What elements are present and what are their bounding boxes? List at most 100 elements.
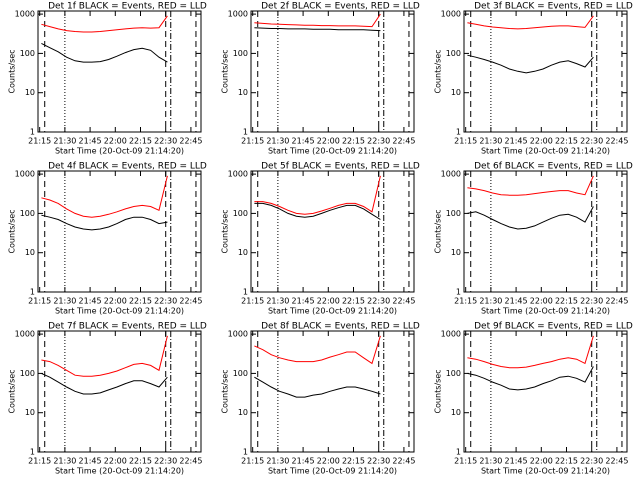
x-tick-label: 22:30	[367, 297, 390, 306]
x-tick-label: 22:45	[179, 297, 202, 306]
x-tick-label: 21:30	[53, 297, 76, 306]
series-line	[467, 206, 594, 230]
x-tick-label: 22:45	[605, 457, 628, 466]
y-tick-label: 1	[243, 128, 248, 137]
x-axis-label: Start Time (20-Oct-09 21:14:20)	[55, 147, 184, 156]
y-tick-label: 100	[233, 49, 248, 58]
panel-title: Det 4f BLACK = Events, RED = LLD	[48, 162, 207, 172]
plot-frame	[37, 170, 202, 293]
plot-frame	[463, 170, 628, 293]
x-tick-label: 22:15	[555, 457, 578, 466]
panel-title: Det 7f BLACK = Events, RED = LLD	[48, 322, 207, 332]
series-line	[254, 335, 381, 365]
plot-frame	[37, 10, 202, 133]
y-axis-label: Counts/sec	[221, 49, 230, 93]
series-line	[41, 15, 168, 33]
y-tick-label: 100	[20, 209, 35, 218]
y-tick-label: 10	[25, 88, 35, 97]
panel-title: Det 9f BLACK = Events, RED = LLD	[474, 322, 633, 332]
series-line	[41, 175, 168, 218]
x-tick-label: 22:00	[530, 297, 553, 306]
plot-frame	[250, 170, 415, 293]
x-tick-label: 21:15	[28, 297, 51, 306]
x-tick-label: 21:30	[479, 297, 502, 306]
y-axis-label: Counts/sec	[434, 369, 443, 413]
x-tick-label: 22:00	[317, 137, 340, 146]
x-tick-label: 22:00	[317, 297, 340, 306]
x-tick-label: 22:15	[342, 297, 365, 306]
x-tick-label: 21:45	[79, 457, 102, 466]
x-tick-label: 22:00	[104, 137, 127, 146]
y-tick-label: 1000	[15, 10, 35, 19]
x-tick-label: 22:30	[580, 297, 603, 306]
y-tick-label: 10	[25, 248, 35, 257]
x-tick-label: 21:30	[266, 297, 289, 306]
panel-title: Det 8f BLACK = Events, RED = LLD	[261, 322, 420, 332]
x-tick-label: 22:15	[129, 137, 152, 146]
series-line	[467, 335, 594, 369]
y-tick-label: 1000	[228, 10, 248, 19]
y-tick-label: 10	[238, 248, 248, 257]
series-line	[41, 335, 168, 377]
y-axis-label: Counts/sec	[434, 209, 443, 253]
x-tick-label: 22:30	[154, 457, 177, 466]
x-tick-label: 22:45	[179, 457, 202, 466]
x-tick-label: 21:45	[292, 137, 315, 146]
x-tick-label: 22:15	[342, 457, 365, 466]
y-axis-label: Counts/sec	[221, 209, 230, 253]
x-axis-label: Start Time (20-Oct-09 21:14:20)	[481, 467, 610, 476]
y-tick-label: 1	[30, 288, 35, 297]
series-line	[467, 54, 594, 74]
y-tick-label: 10	[238, 88, 248, 97]
x-tick-label: 22:00	[104, 297, 127, 306]
y-tick-label: 100	[20, 369, 35, 378]
panel-title: Det 6f BLACK = Events, RED = LLD	[474, 162, 633, 172]
series-line	[467, 175, 594, 196]
series-line	[467, 15, 594, 30]
x-axis-label: Start Time (20-Oct-09 21:14:20)	[55, 307, 184, 316]
y-tick-label: 1000	[441, 10, 461, 19]
x-tick-label: 22:00	[104, 457, 127, 466]
x-tick-label: 22:15	[342, 137, 365, 146]
y-axis-label: Counts/sec	[8, 369, 17, 413]
plot-frame	[463, 10, 628, 133]
panel-title: Det 3f BLACK = Events, RED = LLD	[474, 2, 633, 12]
x-tick-label: 22:30	[367, 457, 390, 466]
y-tick-label: 100	[233, 209, 248, 218]
x-tick-label: 22:00	[530, 457, 553, 466]
y-tick-label: 1	[30, 128, 35, 137]
x-axis-label: Start Time (20-Oct-09 21:14:20)	[481, 147, 610, 156]
y-tick-label: 1000	[15, 170, 35, 179]
y-axis-label: Counts/sec	[8, 209, 17, 253]
y-tick-label: 10	[451, 88, 461, 97]
x-axis-label: Start Time (20-Oct-09 21:14:20)	[268, 467, 397, 476]
x-tick-label: 21:45	[505, 297, 528, 306]
panel-title: Det 2f BLACK = Events, RED = LLD	[261, 2, 420, 12]
x-tick-label: 21:15	[241, 457, 264, 466]
x-tick-label: 22:45	[605, 297, 628, 306]
x-tick-label: 21:15	[454, 137, 477, 146]
series-line	[41, 214, 168, 231]
x-tick-label: 21:30	[479, 457, 502, 466]
x-tick-label: 22:30	[580, 137, 603, 146]
y-tick-label: 1	[30, 448, 35, 457]
x-tick-label: 21:15	[241, 297, 264, 306]
x-tick-label: 21:15	[454, 297, 477, 306]
x-tick-label: 21:45	[505, 457, 528, 466]
series-line	[254, 27, 381, 32]
x-tick-label: 21:30	[53, 457, 76, 466]
x-tick-label: 21:45	[79, 297, 102, 306]
x-tick-label: 22:15	[555, 297, 578, 306]
x-tick-label: 22:15	[129, 297, 152, 306]
x-axis-label: Start Time (20-Oct-09 21:14:20)	[268, 307, 397, 316]
y-tick-label: 1000	[441, 330, 461, 339]
x-tick-label: 22:30	[154, 297, 177, 306]
x-tick-label: 21:30	[266, 457, 289, 466]
y-tick-label: 1000	[228, 170, 248, 179]
y-tick-label: 1	[243, 448, 248, 457]
y-tick-label: 1000	[441, 170, 461, 179]
x-tick-label: 22:45	[392, 137, 415, 146]
y-tick-label: 100	[446, 369, 461, 378]
x-tick-label: 22:45	[179, 137, 202, 146]
